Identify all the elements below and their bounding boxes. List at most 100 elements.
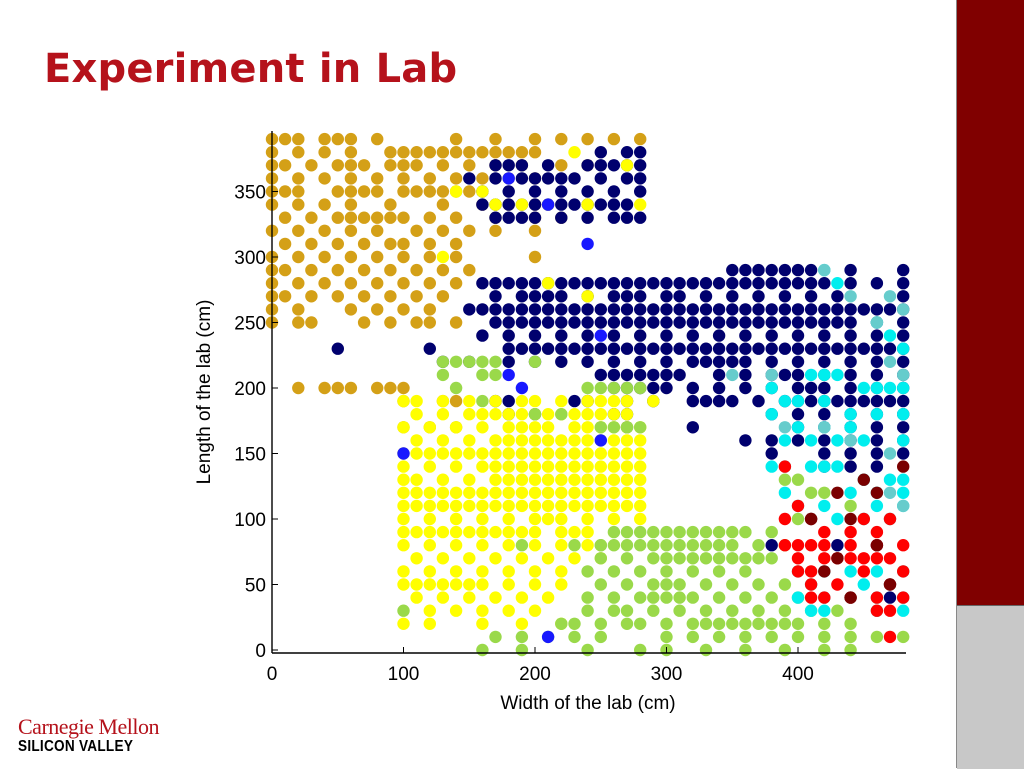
data-point-s0-15 xyxy=(292,146,305,159)
data-point-s3-69 xyxy=(594,578,607,591)
data-point-s1-114 xyxy=(555,303,568,316)
data-point-s3-117 xyxy=(844,617,857,630)
data-point-s1-172 xyxy=(502,329,515,342)
data-point-s5-28 xyxy=(857,565,870,578)
data-point-s1-185 xyxy=(844,329,857,342)
data-point-s2-142 xyxy=(436,499,450,513)
data-point-s0-72 xyxy=(344,198,358,211)
data-point-s6-2 xyxy=(831,486,844,499)
data-point-s1-137 xyxy=(857,303,870,316)
data-point-s1-27 xyxy=(607,185,621,198)
data-point-s1-144 xyxy=(528,316,542,329)
data-point-s2-132 xyxy=(555,486,568,499)
data-point-s1-74 xyxy=(673,277,686,290)
data-point-s1-202 xyxy=(660,342,673,355)
data-point-s3-76 xyxy=(752,578,765,591)
data-point-s2-5 xyxy=(515,198,529,211)
slide-title: Experiment in Lab xyxy=(44,46,458,92)
data-point-s1-229 xyxy=(660,355,673,368)
data-point-s3-72 xyxy=(660,578,673,591)
data-point-s5-6 xyxy=(857,512,870,526)
data-point-s1-210 xyxy=(765,342,778,355)
data-point-s2-209 xyxy=(436,578,450,591)
y-tick-label-0: 0 xyxy=(255,641,266,662)
data-point-s0-25 xyxy=(476,146,489,159)
data-point-s1-91 xyxy=(528,290,542,303)
data-point-s0-138 xyxy=(331,290,344,303)
data-point-s2-89 xyxy=(423,460,436,473)
data-point-s2-116 xyxy=(594,473,607,486)
data-point-s3-5 xyxy=(528,355,542,368)
data-point-s0-37 xyxy=(397,159,410,172)
data-point-s3-65 xyxy=(660,565,673,578)
data-point-s1-309 xyxy=(897,421,910,434)
data-point-s2-158 xyxy=(397,512,410,526)
data-point-s1-292 xyxy=(897,394,910,408)
data-point-s3-4 xyxy=(489,355,502,368)
data-point-s4-6 xyxy=(818,368,831,382)
data-point-s2-29 xyxy=(489,408,502,421)
data-point-s3-79 xyxy=(607,591,621,604)
data-point-s1-197 xyxy=(594,342,607,355)
x-axis-label: Width of the lab (cm) xyxy=(500,693,675,714)
data-point-s1-204 xyxy=(686,342,699,355)
data-point-s1-136 xyxy=(844,303,857,316)
data-point-s1-106 xyxy=(897,290,910,303)
data-point-s0-166 xyxy=(449,394,463,408)
data-point-s3-52 xyxy=(647,552,660,565)
data-point-s2-122 xyxy=(423,486,436,499)
data-point-s1-4 xyxy=(502,159,515,172)
data-point-s1-261 xyxy=(660,381,673,395)
data-point-s8-12 xyxy=(883,447,897,460)
data-point-s3-116 xyxy=(818,617,831,630)
data-point-s3-103 xyxy=(594,617,607,630)
data-point-s3-78 xyxy=(581,591,594,604)
data-point-s1-67 xyxy=(581,277,594,290)
side-bar-top xyxy=(957,0,1024,605)
data-point-s1-234 xyxy=(739,355,752,368)
data-point-s2-9 xyxy=(436,250,450,264)
data-point-s2-47 xyxy=(541,421,555,434)
data-point-s0-27 xyxy=(502,146,515,159)
data-point-s1-120 xyxy=(634,303,647,316)
data-point-s3-34 xyxy=(726,525,739,539)
data-point-s1-103 xyxy=(778,290,792,303)
data-point-s1-0 xyxy=(594,146,607,159)
data-point-s2-107 xyxy=(463,473,476,486)
data-point-s1-228 xyxy=(634,355,647,368)
data-point-s2-197 xyxy=(568,552,581,565)
data-point-s3-21 xyxy=(634,421,647,434)
x-tick-label-4: 400 xyxy=(782,664,814,685)
data-point-s2-210 xyxy=(449,578,463,591)
data-point-s3-131 xyxy=(870,630,884,644)
data-point-s1-175 xyxy=(581,329,594,342)
data-point-s5-9 xyxy=(778,539,792,552)
data-point-s0-46 xyxy=(292,172,305,185)
data-point-s3-57 xyxy=(712,552,726,565)
data-point-s3-108 xyxy=(699,617,713,630)
data-point-s5-15 xyxy=(857,552,870,565)
data-point-s2-183 xyxy=(397,539,410,552)
data-point-s3-135 xyxy=(581,643,594,657)
data-point-s6-10 xyxy=(844,591,857,604)
data-point-s0-136 xyxy=(278,290,292,303)
data-point-s2-160 xyxy=(449,512,463,526)
data-point-s1-108 xyxy=(476,303,489,316)
data-point-s3-112 xyxy=(752,617,765,630)
data-point-s2-35 xyxy=(568,408,581,421)
data-point-s4-54 xyxy=(857,578,870,591)
data-point-s0-52 xyxy=(449,172,463,185)
data-point-s1-180 xyxy=(712,329,726,342)
data-point-s3-62 xyxy=(581,565,594,578)
data-point-s1-263 xyxy=(712,381,726,395)
data-point-s1-198 xyxy=(607,342,621,355)
data-point-s5-4 xyxy=(818,525,831,539)
data-point-s2-196 xyxy=(541,552,555,565)
data-point-s0-131 xyxy=(371,277,384,290)
data-point-s0-162 xyxy=(384,381,397,395)
data-point-s1-16 xyxy=(541,172,555,185)
data-point-s2-26 xyxy=(436,408,450,421)
data-point-s3-17 xyxy=(555,408,568,421)
data-point-s4-8 xyxy=(857,381,870,395)
data-point-s3-6 xyxy=(436,368,450,382)
